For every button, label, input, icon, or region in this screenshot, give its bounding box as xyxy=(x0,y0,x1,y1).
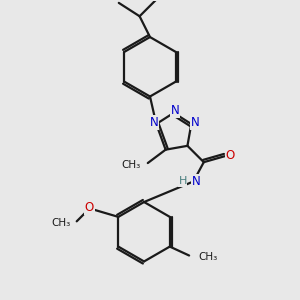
Text: N: N xyxy=(171,104,180,117)
Text: H: H xyxy=(178,176,187,187)
Text: CH₃: CH₃ xyxy=(121,160,140,170)
Text: CH₃: CH₃ xyxy=(52,218,71,228)
Text: CH₃: CH₃ xyxy=(198,252,217,262)
Text: O: O xyxy=(85,202,94,214)
Text: N: N xyxy=(191,175,200,188)
Text: O: O xyxy=(225,149,235,162)
Text: N: N xyxy=(190,116,199,129)
Text: N: N xyxy=(149,116,158,129)
